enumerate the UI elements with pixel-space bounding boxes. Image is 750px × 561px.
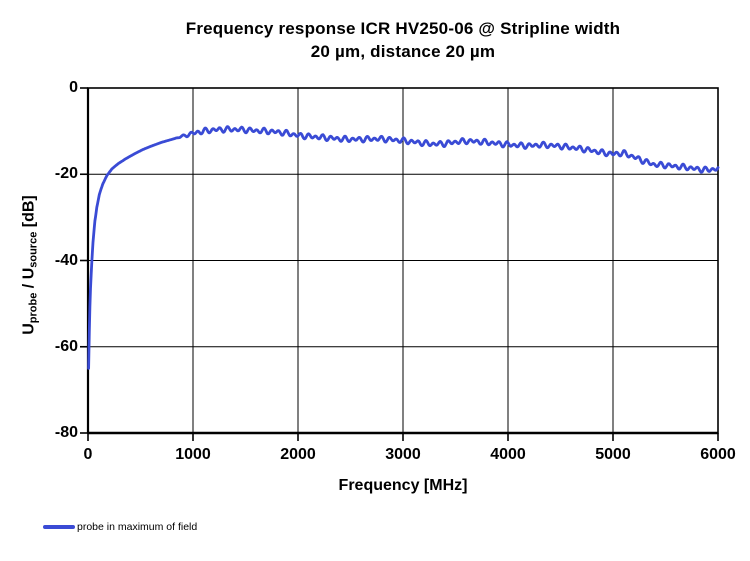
x-tick-label: 1000 <box>175 446 211 463</box>
chart-title: Frequency response ICR HV250-06 @ Stripl… <box>88 17 718 63</box>
x-tick-label: 3000 <box>385 446 421 463</box>
y-tick-label: -20 <box>54 165 78 183</box>
x-axis-title: Frequency [MHz] <box>338 477 468 494</box>
y-tick-label: -80 <box>54 424 78 441</box>
y-tick-label: -40 <box>54 251 78 269</box>
legend: probe in maximum of field <box>43 520 197 534</box>
x-tick-label: 6000 <box>700 446 736 463</box>
y-tick-label: 0 <box>69 79 78 96</box>
y-axis-title-part: U <box>20 323 38 335</box>
legend-label: probe in maximum of field <box>77 521 198 533</box>
legend-line-sample <box>43 525 75 529</box>
x-tick-label: 0 <box>83 446 93 463</box>
y-axis-title-part: / U <box>20 267 38 293</box>
series-line <box>87 125 720 370</box>
chart-title-line2: 20 µm, distance 20 µm <box>310 42 496 61</box>
chart-title-line1: Frequency response ICR HV250-06 @ Stripl… <box>185 19 621 38</box>
x-tick-label: 2000 <box>280 446 316 463</box>
x-tick-label: 4000 <box>490 446 526 463</box>
x-tick-label: 5000 <box>595 446 631 463</box>
y-axis-title-part: probe <box>27 292 40 324</box>
y-axis-title-part: [dB] <box>20 195 38 232</box>
y-tick-label: -60 <box>54 337 78 355</box>
